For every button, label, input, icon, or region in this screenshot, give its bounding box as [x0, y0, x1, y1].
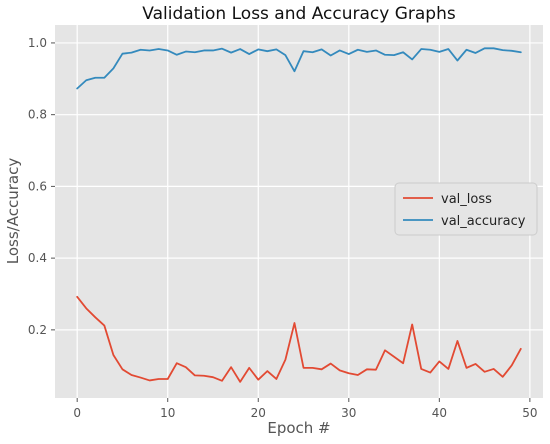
chart-title: Validation Loss and Accuracy Graphs	[142, 4, 456, 24]
x-tick-label: 0	[73, 406, 81, 420]
y-tick-label: 1.0	[28, 36, 47, 50]
y-axis-label: Loss/Accuracy	[4, 158, 22, 265]
legend-label-val-accuracy: val_accuracy	[441, 214, 526, 229]
y-tick-label: 0.6	[28, 179, 47, 193]
x-tick-label: 50	[522, 406, 537, 420]
x-tick-label: 30	[341, 406, 356, 420]
legend-box	[394, 182, 538, 236]
series-lines	[76, 47, 522, 383]
legend: val_loss val_accuracy	[394, 182, 538, 236]
axis-ticks: 0 10 20 30 40 50 0.2 0.4 0.6 0.8 1.0	[28, 36, 538, 420]
x-tick-label: 40	[432, 406, 447, 420]
y-tick-label: 0.2	[28, 323, 47, 337]
series-line-val-loss	[76, 295, 522, 383]
grid	[55, 25, 543, 398]
y-tick-label: 0.4	[28, 251, 47, 265]
x-axis-label: Epoch #	[267, 419, 330, 437]
series-line-val-accuracy	[76, 47, 522, 90]
x-tick-label: 20	[251, 406, 266, 420]
y-tick-label: 0.8	[28, 108, 47, 122]
legend-label-val-loss: val_loss	[441, 192, 492, 207]
x-tick-label: 10	[160, 406, 175, 420]
